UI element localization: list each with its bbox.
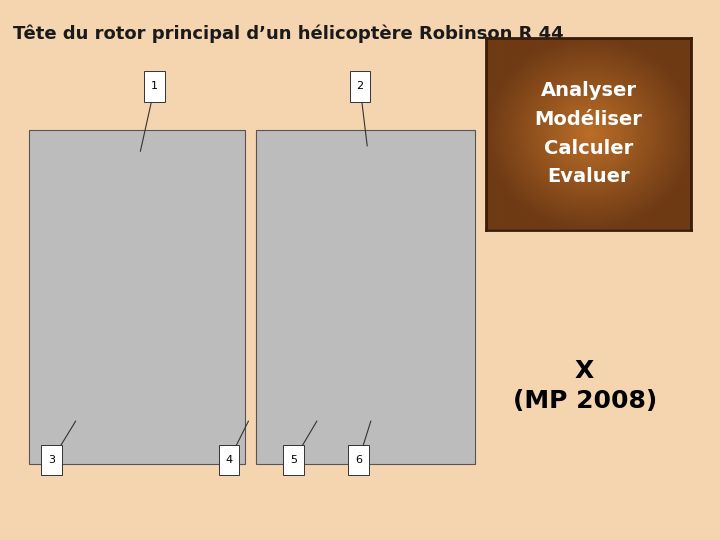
Bar xyxy=(29,130,245,464)
FancyBboxPatch shape xyxy=(42,445,62,475)
Text: 1: 1 xyxy=(151,82,158,91)
Bar xyxy=(256,130,475,464)
FancyBboxPatch shape xyxy=(219,445,239,475)
FancyBboxPatch shape xyxy=(348,445,369,475)
FancyBboxPatch shape xyxy=(350,71,370,102)
Text: Tête du rotor principal d’un hélicoptère Robinson R 44: Tête du rotor principal d’un hélicoptère… xyxy=(13,24,564,43)
Text: 3: 3 xyxy=(48,455,55,465)
Text: 6: 6 xyxy=(355,455,362,465)
FancyBboxPatch shape xyxy=(284,445,304,475)
Text: 4: 4 xyxy=(225,455,233,465)
Text: 5: 5 xyxy=(290,455,297,465)
Text: Analyser
Modéliser
Calculer
Evaluer: Analyser Modéliser Calculer Evaluer xyxy=(535,81,642,186)
FancyBboxPatch shape xyxy=(144,71,165,102)
Text: 2: 2 xyxy=(356,82,364,91)
Text: X
(MP 2008): X (MP 2008) xyxy=(513,359,657,414)
